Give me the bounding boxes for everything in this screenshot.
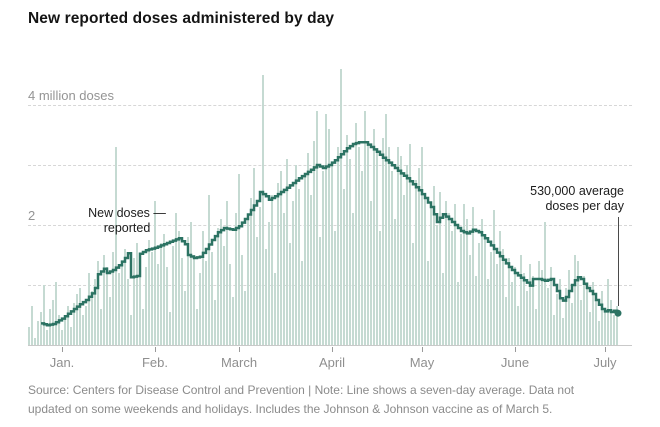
y-axis-label-2: 2 (28, 208, 40, 223)
average-doses-annotation-line1: 530,000 average (530, 184, 624, 198)
daily-dose-bar (70, 327, 72, 345)
daily-dose-bar (562, 318, 564, 345)
daily-dose-bar (82, 315, 84, 345)
x-axis-label-May: May (409, 355, 435, 370)
x-axis-label-April: April (318, 355, 346, 370)
new-doses-annotation-line2: reported (103, 221, 151, 235)
y-axis-label-4: 4 million doses (28, 88, 118, 103)
daily-dose-bar (40, 312, 42, 345)
daily-dose-bar (28, 327, 30, 345)
average-doses-annotation-line2: doses per day (545, 199, 624, 213)
daily-dose-bar (604, 309, 606, 345)
daily-dose-bar (64, 315, 66, 345)
daily-dose-bar (142, 309, 144, 345)
daily-dose-bar (535, 309, 537, 345)
daily-dose-bar (589, 312, 591, 345)
average-doses-annotation: 530,000 average doses per day (530, 184, 624, 214)
daily-dose-bar (49, 309, 51, 345)
x-axis-label-Jan: Jan. (49, 355, 75, 370)
daily-dose-bar (169, 312, 171, 345)
source-note: Source: Centers for Disease Control and … (28, 381, 628, 418)
daily-dose-bar (58, 315, 60, 345)
chart-title: New reported doses administered by day (28, 10, 335, 27)
daily-dose-bar (613, 315, 615, 345)
daily-dose-bar (100, 309, 102, 345)
x-axis-tick-Feb (155, 347, 156, 352)
daily-dose-bar (46, 330, 48, 345)
source-note-line1: Source: Centers for Disease Control and … (28, 383, 575, 397)
x-axis-tick-Jan (62, 347, 63, 352)
x-axis-label-Feb: Feb. (141, 355, 169, 370)
x-axis-label-March: March (220, 355, 258, 370)
x-axis-label-July: July (593, 355, 617, 370)
x-axis-label-June: June (500, 355, 530, 370)
daily-dose-bar (34, 337, 36, 345)
average-pointer-line (618, 217, 619, 307)
daily-dose-bar (598, 321, 600, 345)
new-doses-annotation-line1: New doses — (88, 206, 166, 220)
source-note-line2: updated on some weekends and holidays. I… (28, 401, 553, 416)
daily-dose-bar (130, 315, 132, 345)
x-axis-baseline (28, 345, 632, 346)
x-axis-tick-July (605, 347, 606, 352)
gridline-4m (28, 105, 632, 106)
x-axis-tick-May (422, 347, 423, 352)
daily-dose-bar (37, 321, 39, 345)
daily-dose-bar (61, 330, 63, 345)
x-axis-tick-April (332, 347, 333, 352)
new-doses-annotation: New doses — reported (84, 206, 170, 236)
daily-dose-bar (31, 306, 33, 345)
daily-dose-bar (196, 309, 198, 345)
x-axis-tick-March (239, 347, 240, 352)
daily-dose-bar (553, 315, 555, 345)
x-axis-tick-June (515, 347, 516, 352)
